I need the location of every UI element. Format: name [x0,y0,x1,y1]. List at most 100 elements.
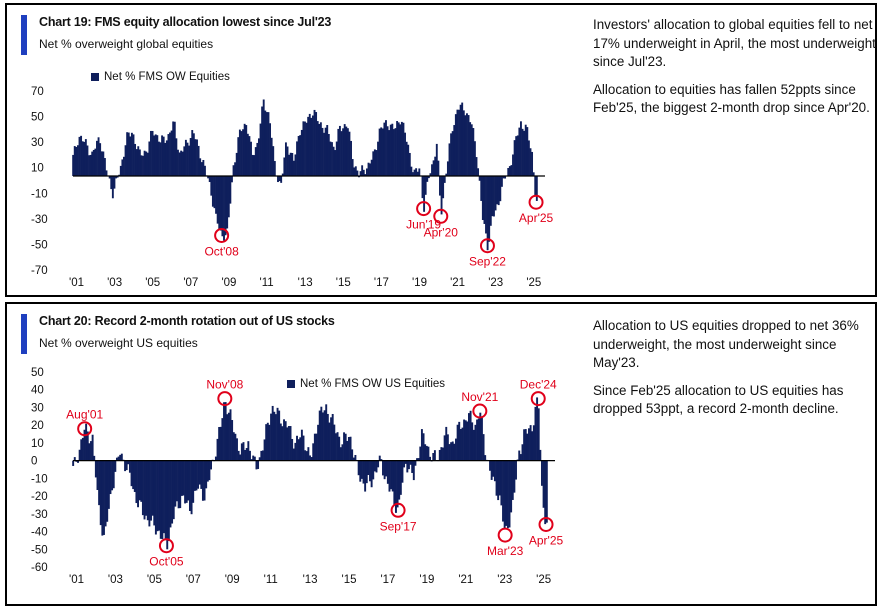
data-bar [472,429,475,461]
data-bar [406,460,409,473]
data-bar [510,460,513,513]
data-bar [292,448,295,461]
annotation-label: Sep'22 [469,255,506,269]
data-bar [218,427,221,461]
data-bar [334,150,337,177]
chart-subtitle: Net % overweight global equities [39,37,214,51]
data-bar [388,130,391,177]
data-bar [442,176,445,199]
data-bar [200,162,203,177]
data-bar [518,450,521,461]
data-bar [145,151,148,177]
y-tick-label: 40 [31,385,44,397]
data-bar [292,160,295,177]
data-bar [535,176,538,201]
data-bar [515,460,517,480]
data-bar [126,132,129,177]
highlight-circle [433,208,449,224]
x-tick-label: '17 [374,277,389,289]
data-bar [500,460,503,506]
data-bar [346,128,349,177]
data-bar [443,435,446,461]
highlight-circle [497,527,513,543]
annotation-label: Mar'23 [487,544,524,558]
data-bar [313,433,316,461]
data-bar [198,460,201,485]
data-bar [187,460,190,501]
data-bar [143,150,146,177]
data-bar [461,102,464,177]
data-bar [237,450,240,461]
data-bar [484,455,487,461]
data-bar [469,410,472,461]
data-bar [205,460,208,489]
data-bar [192,460,195,503]
data-bar [213,176,216,209]
data-bar [85,423,88,461]
data-bar [111,176,114,199]
data-bar [326,125,329,177]
highlight-circle [77,421,93,437]
data-bar [402,122,405,177]
data-bar [96,460,99,491]
data-bar [393,460,396,506]
data-bar [341,444,344,461]
data-bar [490,460,493,480]
data-bar [323,410,326,461]
data-bar [350,140,352,177]
x-tick-label: '01 [69,574,84,586]
data-bar [477,168,480,177]
data-bar [180,150,183,177]
highlight-circle [158,538,174,554]
data-bar [83,429,86,461]
data-bar [410,166,413,177]
data-bar [234,162,237,177]
data-bar [338,125,341,177]
chart-panel-19: Chart 19: FMS equity allocation lowest s… [5,3,877,297]
data-bar [499,176,502,202]
data-bar [325,404,328,461]
data-bar [253,155,256,177]
data-bar [413,169,416,177]
data-bar [329,141,332,177]
data-bar [200,460,203,489]
data-bar [215,176,218,214]
data-bar [118,174,121,177]
data-bar [299,135,302,177]
data-bar [519,454,522,461]
data-bar [432,453,435,461]
data-bar [421,176,424,199]
data-bar [127,132,130,177]
annotation-label: Nov'21 [461,390,498,404]
data-bar [491,176,494,217]
data-bar [98,460,101,506]
data-bar [171,460,174,524]
annotation-label: Jun'19 [406,218,441,232]
data-bar [333,424,336,461]
data-bar [489,176,492,226]
data-bar [340,131,343,177]
data-bar [504,176,507,179]
data-bar [261,450,264,461]
data-bar [345,126,348,177]
data-bar [219,176,222,231]
data-bar [478,176,481,181]
data-bar [116,176,119,178]
data-bar [77,460,79,463]
data-bar [124,145,127,177]
data-bar [442,447,444,461]
data-bar [395,460,397,513]
data-bar [113,176,116,189]
data-bar [239,454,242,461]
data-bar [78,136,81,177]
data-bar [375,150,378,177]
data-bar [467,413,470,461]
data-bar [188,460,191,511]
data-bar [455,438,457,461]
data-bar [334,433,337,461]
data-bar [255,460,258,470]
data-bar [383,122,386,177]
data-bar [106,460,109,522]
data-bar [291,152,294,177]
data-bar [84,139,87,177]
